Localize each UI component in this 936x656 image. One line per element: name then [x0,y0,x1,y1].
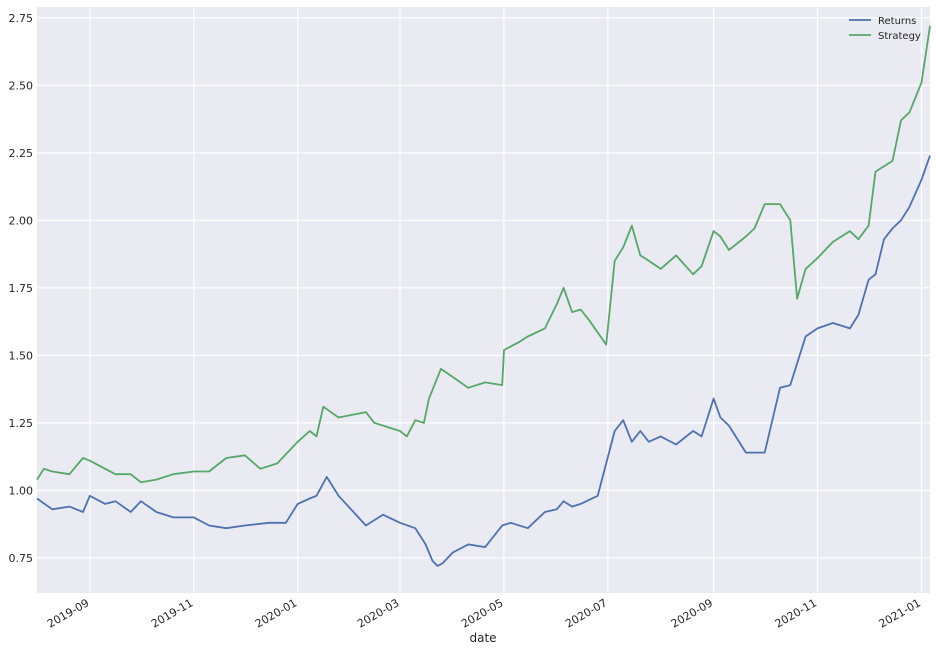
series-line-returns [36,155,931,567]
legend: Returns Strategy [849,16,921,42]
y-tick-label: 2.25 [9,147,34,160]
watermark: https://blog.csdn.net/weixin_46274168 [626,626,926,644]
x-tick-label: 2020-07 [563,596,609,630]
grid-layer [37,7,930,593]
plot-background [37,7,930,593]
y-tick-label: 2.50 [9,79,34,92]
x-tick-label: 2020-01 [253,596,299,630]
legend-label: Returns [878,16,916,27]
y-tick-label: 0.75 [9,552,34,565]
y-tick-label: 1.25 [9,417,34,430]
y-tick-label: 1.00 [9,484,34,497]
x-tick-label: 2019-11 [149,596,195,630]
x-tick-label: 2019-09 [45,596,91,630]
x-axis-label: date [469,631,496,645]
x-tick-label: 2020-05 [459,596,505,630]
y-tick-label: 1.50 [9,349,34,362]
y-tick-label: 2.00 [9,214,34,227]
y-tick-label: 1.75 [9,282,34,295]
y-tick-label: 2.75 [9,12,34,25]
x-tick-label: 2020-03 [355,596,401,630]
y-tick-labels: 0.75 1.00 1.25 1.50 1.75 2.00 2.25 2.50 2.75 [9,12,34,565]
legend-label: Strategy [878,31,921,42]
series-line-strategy [36,25,931,484]
series-layer [36,25,931,567]
